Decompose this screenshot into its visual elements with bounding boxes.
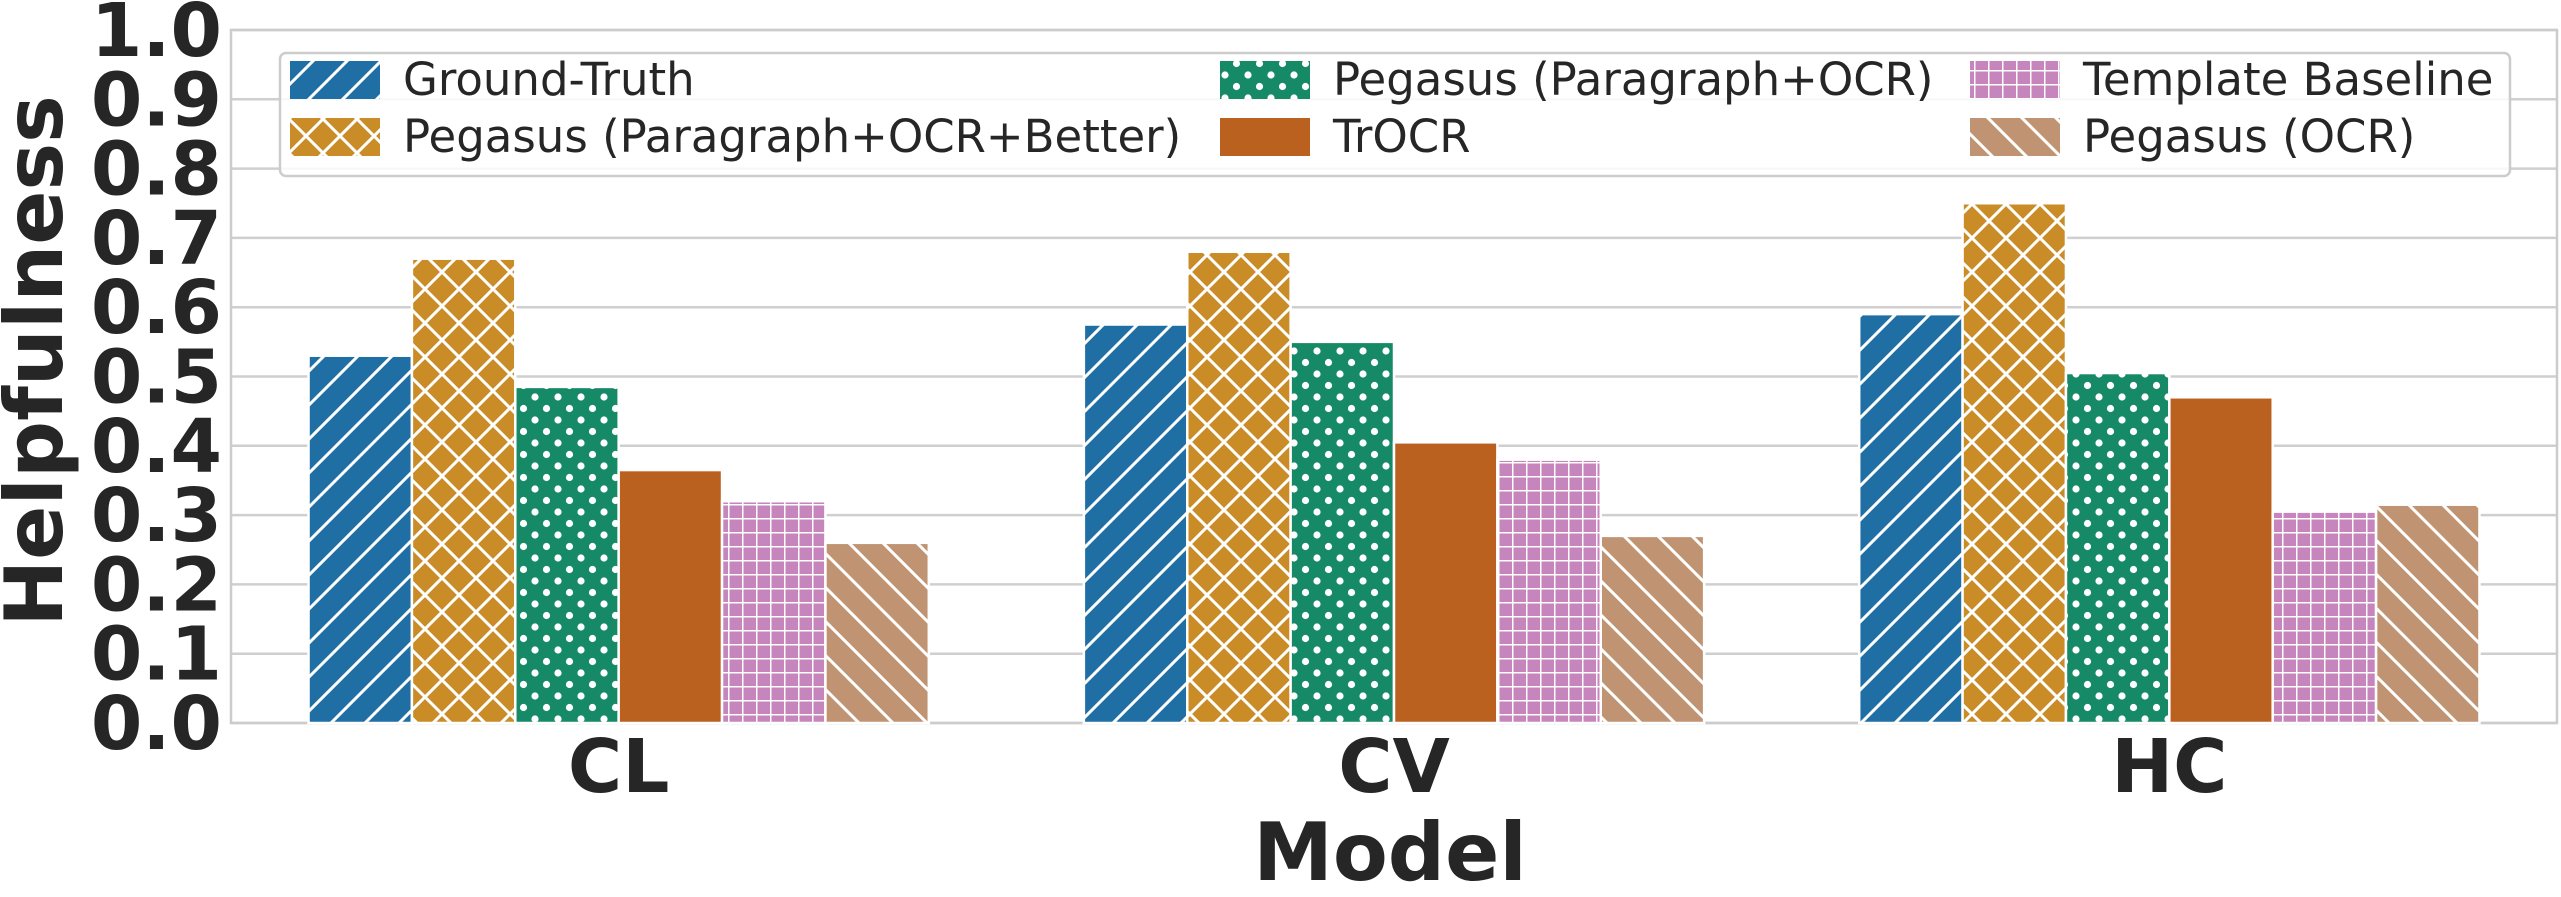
y-tick-label: 0.8 xyxy=(91,127,222,213)
legend-item: Template Baseline xyxy=(1970,53,2493,106)
bar-hatch xyxy=(2376,504,2480,723)
y-tick-label: 0.0 xyxy=(91,681,222,767)
bar-hatch xyxy=(1497,459,1601,723)
y-tick-label: 0.3 xyxy=(91,473,222,559)
bar-hatch xyxy=(1187,251,1291,723)
bar xyxy=(514,385,620,725)
y-tick-label: 0.7 xyxy=(91,196,222,282)
bar xyxy=(1289,340,1396,725)
legend-item: Pegasus (Paragraph+OCR) xyxy=(1220,53,1934,106)
bar xyxy=(1599,534,1706,725)
legend-item: TrOCR xyxy=(1220,110,1470,163)
bar-hatch xyxy=(1290,341,1394,723)
bar xyxy=(1392,441,1499,725)
y-tick-label: 0.2 xyxy=(91,542,222,628)
legend-box xyxy=(278,51,2512,178)
bar xyxy=(410,257,517,725)
legend-item: Pegasus (OCR) xyxy=(1970,110,2415,163)
legend-label: TrOCR xyxy=(1332,110,1470,163)
bar-hatch xyxy=(825,542,929,723)
y-tick-label: 1.0 xyxy=(91,0,222,74)
bar xyxy=(1857,312,1964,725)
bar-hatch xyxy=(411,258,516,723)
legend-item: Pegasus (Paragraph+OCR+Better) xyxy=(290,110,1181,163)
legend-label: Pegasus (OCR) xyxy=(2083,110,2415,163)
bar xyxy=(2168,396,2274,725)
bar-hatch xyxy=(2065,373,2170,723)
legend-swatch-hatch xyxy=(1970,61,2060,99)
legend-label: Pegasus (Paragraph+OCR) xyxy=(1333,53,1934,106)
legend-swatch-hatch xyxy=(290,118,380,156)
bar xyxy=(1961,202,2068,725)
bar-hatch xyxy=(1962,203,2066,723)
bars xyxy=(307,202,2481,725)
bar xyxy=(2374,503,2481,725)
legend-item: Ground-Truth xyxy=(290,53,695,106)
bar-fill xyxy=(2169,397,2273,723)
bar-hatch xyxy=(1600,535,1705,723)
bar-hatch xyxy=(515,386,619,723)
legend-label: Ground-Truth xyxy=(403,53,695,106)
bar-hatch xyxy=(308,355,412,723)
legend-swatch-hatch xyxy=(290,61,380,99)
bar-edge xyxy=(2374,503,2481,725)
bar xyxy=(1185,250,1292,725)
bar xyxy=(307,354,414,725)
y-tick-label: 0.9 xyxy=(91,57,222,143)
legend-label: Template Baseline xyxy=(2082,53,2493,106)
bar-hatch xyxy=(722,501,826,723)
bar xyxy=(2271,510,2378,725)
legend-swatch-hatch xyxy=(1970,118,2060,156)
x-axis-title: Model xyxy=(1253,806,1527,897)
x-tick-label: CV xyxy=(1338,724,1450,810)
legend-swatch-hatch xyxy=(1220,61,1310,99)
y-tick-label: 0.6 xyxy=(91,265,222,351)
bar xyxy=(1496,458,1603,725)
bar-hatch xyxy=(2272,511,2377,723)
bar xyxy=(1082,323,1189,725)
bar-fill xyxy=(618,470,723,723)
bar-edge xyxy=(824,541,931,725)
bar xyxy=(824,541,931,725)
bar-hatch xyxy=(1083,324,1188,723)
legend-swatch xyxy=(1220,118,1310,156)
bar xyxy=(2064,371,2171,725)
y-tick-labels: 0.00.10.20.30.40.50.60.70.80.91.0 xyxy=(91,0,222,767)
y-tick-label: 0.1 xyxy=(91,612,222,698)
bar-fill xyxy=(1394,442,1498,723)
x-tick-label: HC xyxy=(2111,724,2227,810)
legend-label: Pegasus (Paragraph+OCR+Better) xyxy=(403,110,1181,163)
bar xyxy=(617,468,724,725)
x-tick-label: CL xyxy=(568,724,669,810)
bar xyxy=(720,499,827,725)
y-tick-label: 0.4 xyxy=(91,404,222,490)
bar-hatch xyxy=(1859,314,1963,723)
x-category-labels: CL CV HC xyxy=(568,724,2228,810)
bar-edge xyxy=(1599,534,1706,725)
y-tick-label: 0.5 xyxy=(91,335,222,421)
y-axis-title: Helpfulness xyxy=(0,95,81,627)
